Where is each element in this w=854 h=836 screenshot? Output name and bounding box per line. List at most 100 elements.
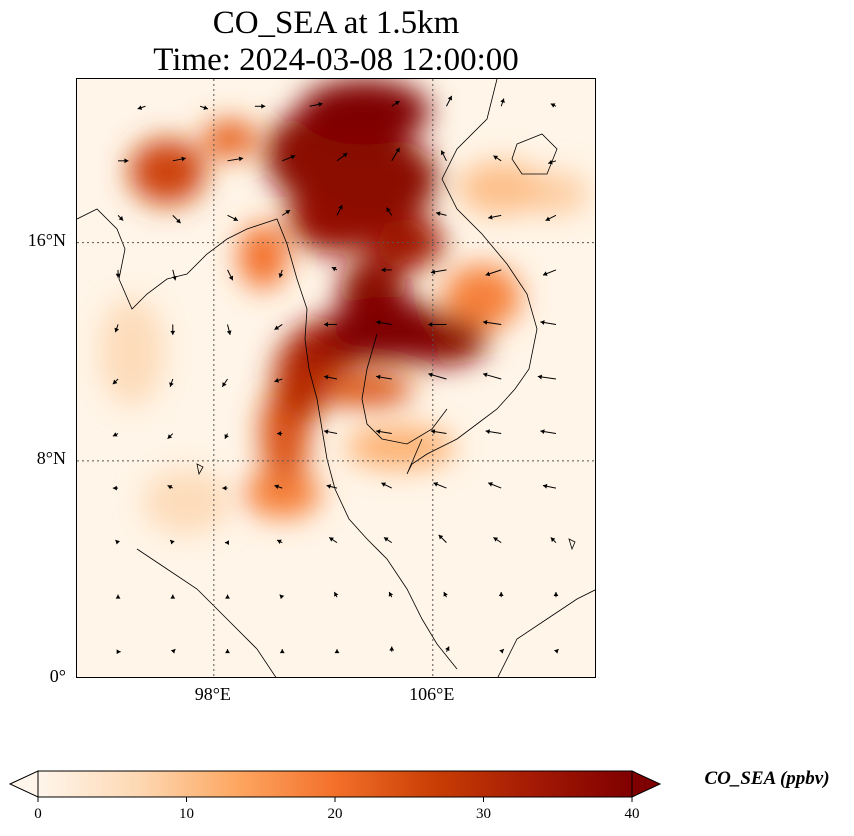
coastline-sumatra bbox=[136, 548, 277, 677]
wind-arrow bbox=[225, 649, 230, 654]
wind-arrow bbox=[553, 591, 559, 598]
wind-arrow bbox=[336, 204, 343, 216]
colorbar-body bbox=[37, 770, 633, 798]
wind-arrow bbox=[170, 648, 176, 654]
wind-arrow bbox=[326, 484, 338, 489]
coastline-hainan bbox=[511, 133, 558, 175]
plot-title: CO_SEA at 1.5km bbox=[212, 5, 460, 41]
wind-arrow bbox=[112, 378, 119, 385]
wind-arrow bbox=[391, 147, 400, 162]
wind-arrow bbox=[328, 537, 338, 544]
wind-arrow bbox=[281, 209, 291, 216]
co-plume-blob bbox=[457, 160, 545, 216]
colorbar-tick-label: 30 bbox=[476, 806, 491, 822]
wind-arrow bbox=[545, 214, 557, 222]
wind-arrow bbox=[391, 100, 400, 107]
wind-arrow bbox=[279, 594, 285, 600]
wind-arrow bbox=[383, 537, 393, 544]
colorbar-ticks bbox=[37, 797, 633, 802]
wind-arrow bbox=[172, 215, 181, 224]
coastline-vietnam bbox=[406, 79, 538, 475]
co-plume-blob bbox=[317, 136, 439, 224]
wind-arrow bbox=[493, 537, 502, 544]
wind-arrow bbox=[169, 378, 174, 387]
latitude-tick-label: 16°N bbox=[27, 229, 66, 250]
wind-arrow bbox=[274, 378, 283, 383]
longitude-tick-label: 106°E bbox=[409, 684, 455, 704]
wind-arrow bbox=[446, 95, 453, 107]
co-plume-blob bbox=[315, 373, 414, 407]
colorbar-tick-label: 20 bbox=[327, 806, 343, 822]
wind-arrow bbox=[498, 591, 504, 598]
coastline-islands bbox=[196, 463, 576, 551]
latitude-tick-label: 0° bbox=[49, 666, 66, 686]
wind-arrow bbox=[115, 269, 121, 278]
wind-arrow bbox=[485, 269, 502, 277]
co-plume-blob bbox=[326, 297, 447, 363]
co-plume-blob bbox=[238, 223, 288, 289]
wind-arrow bbox=[537, 374, 557, 380]
wind-arrow bbox=[386, 207, 393, 216]
wind-arrow bbox=[428, 372, 447, 380]
wind-arrow bbox=[227, 269, 234, 281]
wind-arrow bbox=[482, 320, 502, 325]
wind-arrow bbox=[222, 485, 228, 491]
wind-arrow bbox=[376, 429, 392, 435]
wind-arrow bbox=[331, 266, 338, 272]
wind-arrow bbox=[112, 432, 119, 437]
wind-arrow bbox=[227, 214, 239, 222]
wind-arrow bbox=[542, 483, 557, 489]
colorbar bbox=[8, 770, 662, 802]
wind-arrow bbox=[274, 484, 283, 490]
wind-arrow bbox=[376, 374, 392, 380]
wind-arrow bbox=[170, 594, 176, 599]
wind-arrow bbox=[118, 158, 129, 164]
wind-arrow bbox=[221, 378, 228, 388]
wind-arrow bbox=[500, 98, 505, 107]
co-concentration-field bbox=[98, 79, 589, 535]
coastline-gulf-thailand bbox=[361, 333, 448, 445]
wind-arrow bbox=[324, 322, 337, 327]
wind-arrow bbox=[488, 214, 502, 220]
gridlines bbox=[77, 79, 595, 677]
wind-arrow bbox=[333, 591, 339, 598]
wind-arrow bbox=[435, 211, 447, 217]
wind-arrow bbox=[376, 320, 392, 325]
wind-arrow bbox=[430, 429, 447, 435]
wind-arrow bbox=[493, 155, 502, 162]
wind-arrow bbox=[485, 429, 502, 435]
wind-arrow bbox=[167, 485, 174, 490]
wind-arrow bbox=[279, 649, 285, 654]
wind-arrow bbox=[137, 105, 146, 110]
wind-arrow bbox=[550, 537, 557, 543]
co-plume-blob bbox=[129, 139, 206, 205]
wind-arrow bbox=[547, 159, 557, 165]
wind-arrow bbox=[381, 267, 392, 273]
wind-arrow bbox=[388, 591, 394, 598]
wind-arrow bbox=[117, 215, 124, 221]
wind-arrow bbox=[443, 591, 448, 598]
colorbar-extend-min bbox=[8, 770, 39, 798]
co-plume-blob bbox=[443, 264, 521, 330]
wind-arrow bbox=[389, 646, 395, 652]
map-panel bbox=[76, 78, 596, 678]
wind-arrow bbox=[112, 485, 119, 491]
coastlines bbox=[77, 79, 595, 677]
wind-arrow bbox=[540, 429, 557, 435]
wind-arrow bbox=[278, 269, 284, 278]
wind-arrow bbox=[323, 429, 338, 435]
wind-arrow bbox=[282, 154, 296, 162]
co-plume-blob bbox=[202, 119, 258, 159]
wind-arrow bbox=[428, 322, 447, 327]
wind-arrow bbox=[115, 594, 121, 599]
wind-arrow bbox=[334, 649, 340, 654]
coastline-mainland bbox=[77, 208, 458, 670]
co-plume-blob bbox=[142, 469, 231, 535]
co-plume-blob bbox=[298, 79, 431, 145]
wind-arrow bbox=[224, 540, 229, 546]
wind-arrow bbox=[277, 431, 283, 436]
wind-arrow bbox=[482, 372, 502, 380]
co-plume-blob bbox=[367, 215, 444, 270]
wind-arrow bbox=[170, 324, 176, 335]
colorbar-title: CO_SEA (ppbv) bbox=[704, 768, 830, 789]
